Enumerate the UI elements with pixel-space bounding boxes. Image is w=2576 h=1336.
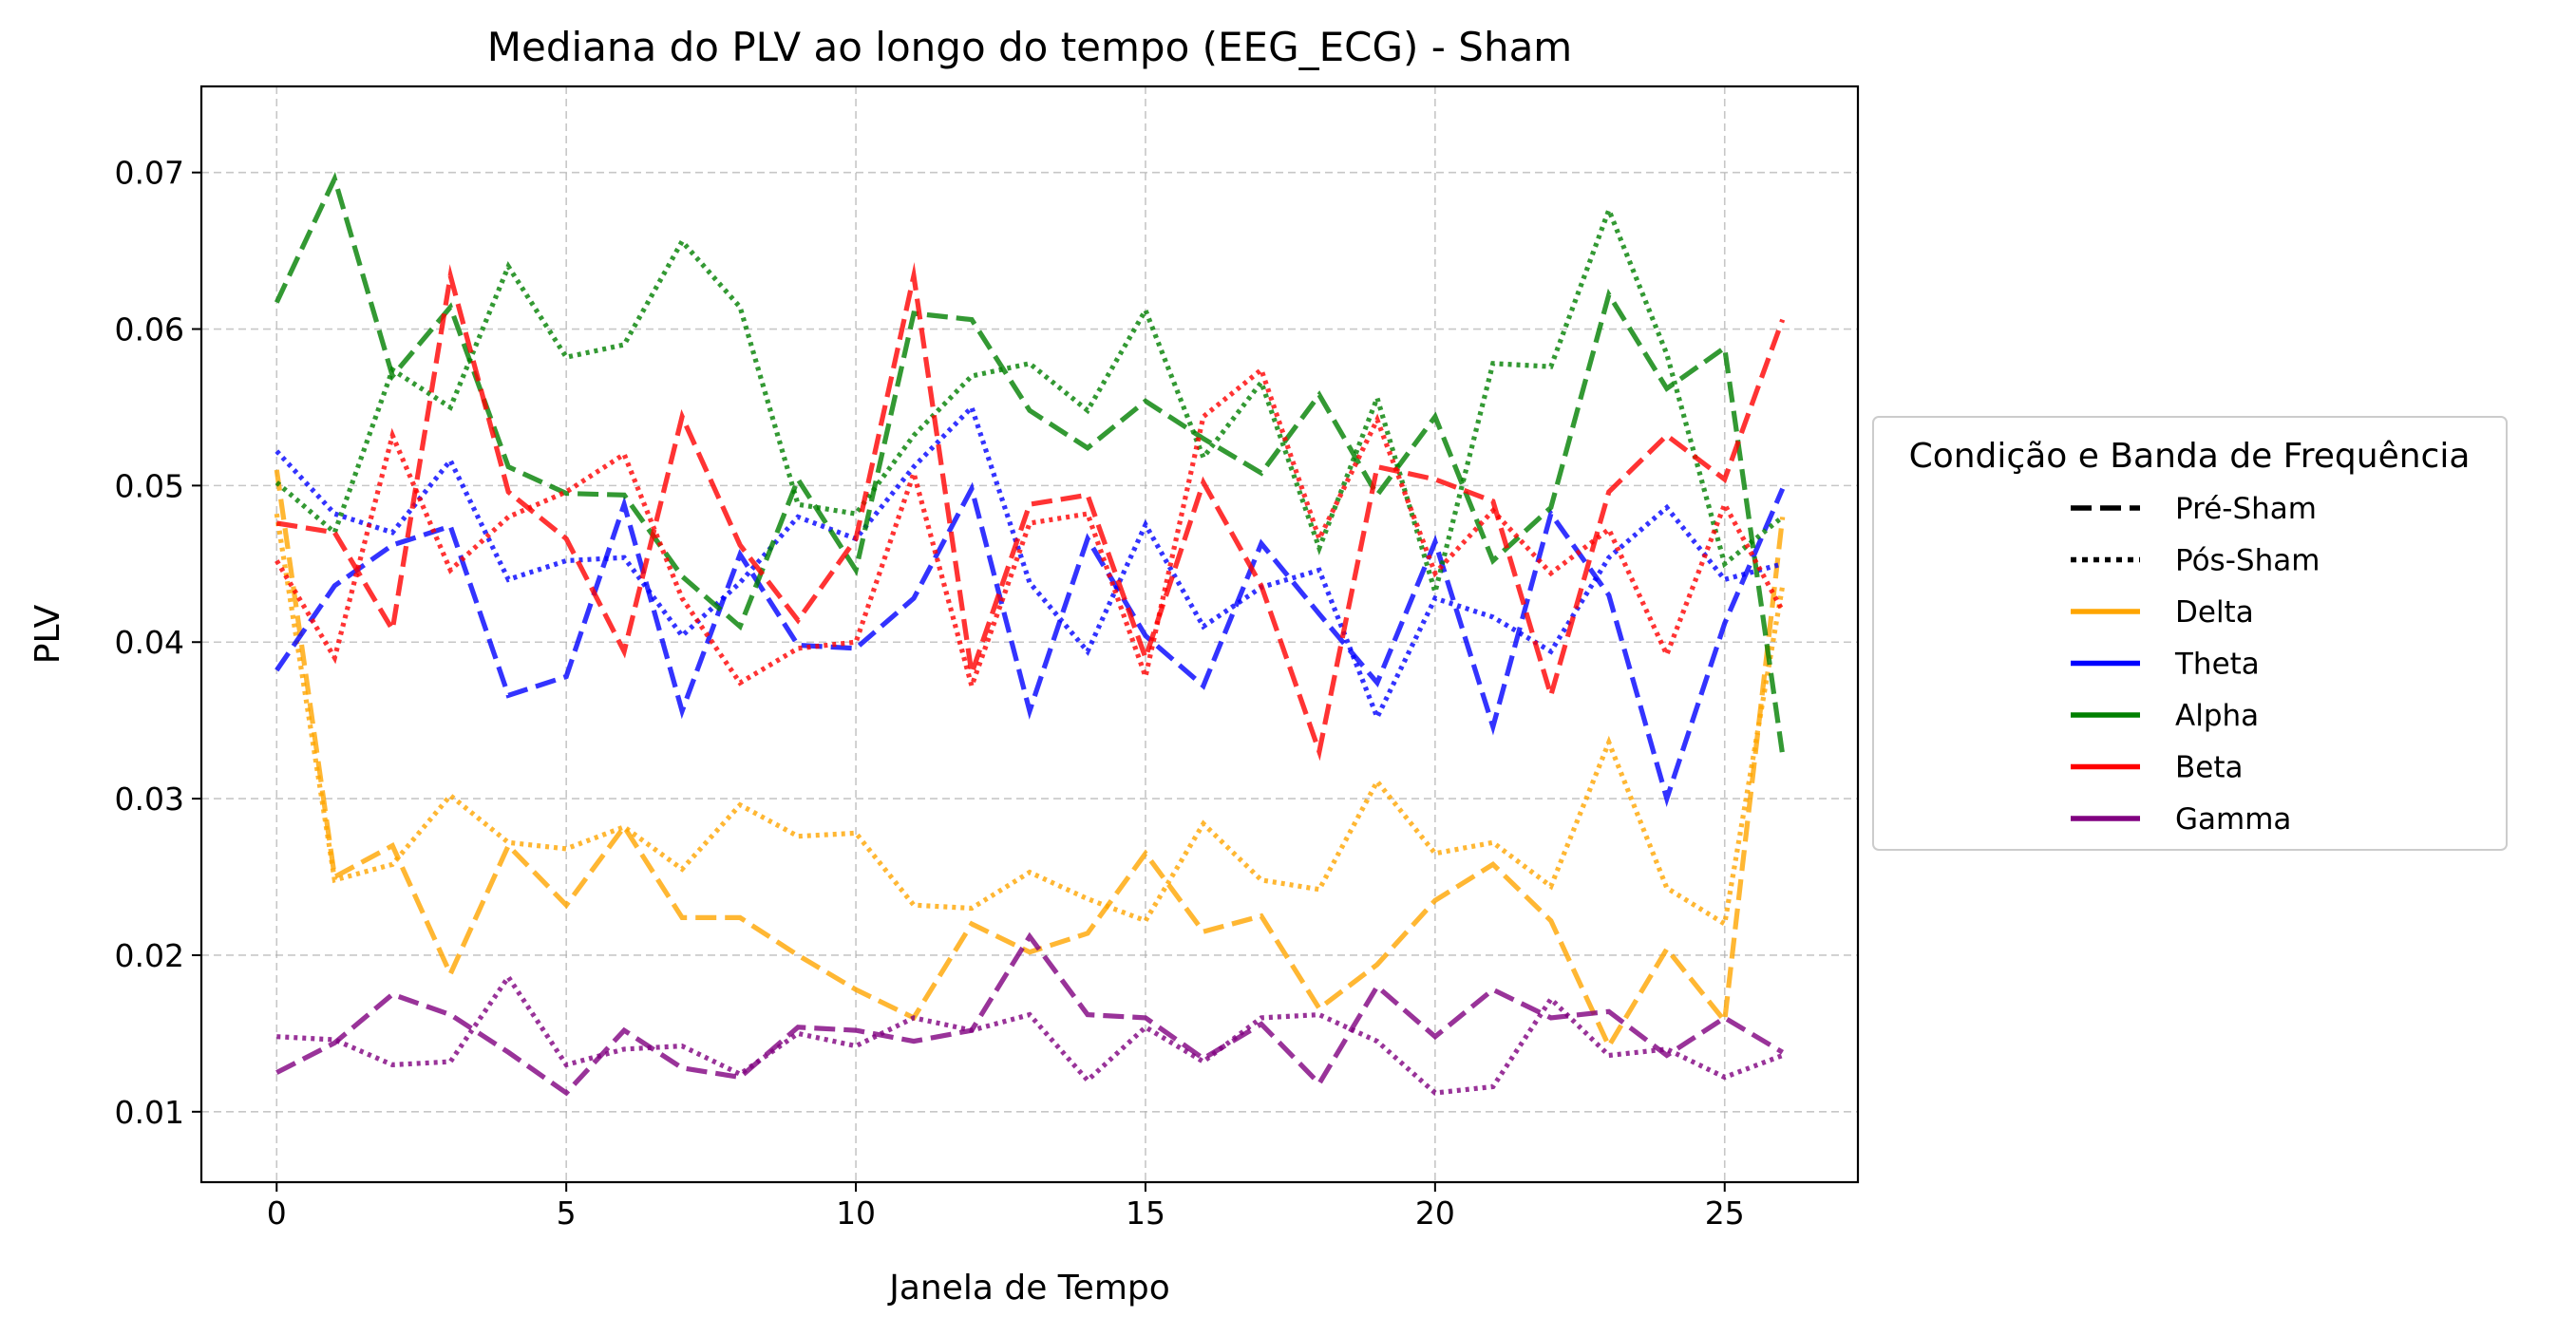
legend-label: Gamma xyxy=(2175,802,2291,837)
series-line-gamma-pos-sham xyxy=(276,972,1784,1096)
legend-label: Theta xyxy=(2174,648,2260,682)
y-tick-label: 0.01 xyxy=(115,1094,184,1131)
series-line-delta-pre-sham xyxy=(274,469,1786,1052)
legend-title: Condição e Banda de Frequência xyxy=(1909,437,2471,476)
series-line-alpha-pos-sham xyxy=(275,202,1785,602)
series-line-delta-pos-sham xyxy=(274,513,1786,929)
series-line-alpha-pre-sham xyxy=(274,171,1786,756)
x-tick-label: 5 xyxy=(557,1195,577,1232)
x-tick-label: 10 xyxy=(836,1195,876,1232)
x-tick-label: 15 xyxy=(1126,1195,1165,1232)
x-tick-label: 0 xyxy=(267,1195,287,1232)
legend-label: Pré-Sham xyxy=(2175,492,2317,526)
series-line-beta-pre-sham xyxy=(275,262,1786,762)
series-lines xyxy=(274,171,1786,1097)
x-tick-label: 25 xyxy=(1705,1195,1745,1232)
plot-frame xyxy=(199,85,1860,1184)
legend: Condição e Banda de Frequência Pré-ShamP… xyxy=(1872,416,2508,851)
y-tick-label: 0.07 xyxy=(115,155,184,192)
chart-title: Mediana do PLV ao longo do tempo (EEG_EC… xyxy=(487,24,1572,70)
y-tick-label: 0.03 xyxy=(115,781,184,818)
legend-label: Alpha xyxy=(2175,699,2259,733)
axis-ticks: 0 5 10 15 20 25 0.01 0.02 0.03 0.04 0.05 0.06 0.07 xyxy=(115,155,1745,1232)
series-line-gamma-pre-sham xyxy=(275,931,1785,1097)
x-axis-label: Janela de Tempo xyxy=(887,1269,1170,1308)
legend-label: Beta xyxy=(2175,751,2244,785)
legend-box xyxy=(1872,416,2508,851)
y-axis-label: PLV xyxy=(28,604,67,664)
x-tick-label: 20 xyxy=(1415,1195,1455,1232)
legend-entries: Pré-Sham Pós-Sham Delta Theta Alpha Beta Gamma xyxy=(2071,492,2320,837)
y-tick-label: 0.06 xyxy=(115,311,184,348)
legend-label: Delta xyxy=(2175,595,2254,630)
series-line-theta-pre-sham xyxy=(275,481,1786,807)
legend-label: Pós-Sham xyxy=(2175,544,2320,578)
y-tick-label: 0.02 xyxy=(115,937,184,974)
y-tick-label: 0.04 xyxy=(115,624,184,661)
y-tick-label: 0.05 xyxy=(115,467,184,504)
